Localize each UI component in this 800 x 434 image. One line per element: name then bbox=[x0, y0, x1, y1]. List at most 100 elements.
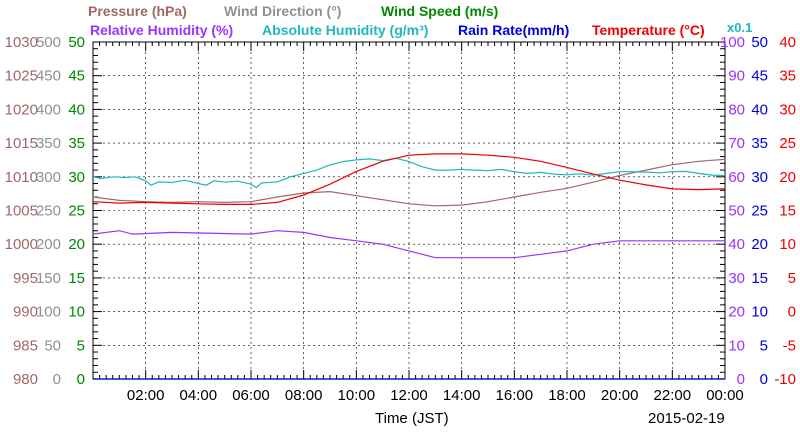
y-tick-label-wind-direction: 350 bbox=[36, 135, 61, 152]
y-tick-label-rain-rate: 50 bbox=[751, 34, 768, 51]
y-tick-label-temperature: -10 bbox=[774, 371, 796, 388]
y-tick-label-wind-direction: 100 bbox=[36, 304, 61, 321]
legend-wind-direction: Wind Direction (°) bbox=[224, 3, 341, 19]
y-tick-label-relative-humidity: 20 bbox=[728, 304, 745, 321]
x-tick-label: 14:00 bbox=[443, 387, 481, 404]
y-tick-label-wind-direction: 450 bbox=[36, 68, 61, 85]
axis-ticks bbox=[92, 41, 726, 380]
y-tick-label-relative-humidity: 80 bbox=[728, 101, 745, 118]
y-tick-label-pressure: 1030 bbox=[5, 34, 38, 51]
date-label: 2015-02-19 bbox=[648, 410, 725, 427]
y-tick-label-wind-speed: 50 bbox=[68, 34, 85, 51]
legend-wind-speed: Wind Speed (m/s) bbox=[381, 3, 498, 19]
y-tick-label-wind-direction: 200 bbox=[36, 236, 61, 253]
x-tick-label: 22:00 bbox=[654, 387, 692, 404]
y-tick-label-temperature: 40 bbox=[779, 34, 796, 51]
legend-relative-humidity-label: Relative Humidity (%) bbox=[90, 22, 234, 38]
y-tick-label-wind-direction: 50 bbox=[44, 337, 61, 354]
x-tick-label: 18:00 bbox=[548, 387, 586, 404]
series-line-1 bbox=[92, 157, 726, 189]
legend-temperature: Temperature (°C) bbox=[592, 22, 705, 38]
x-tick-label: 02:00 bbox=[127, 387, 165, 404]
y-tick-label-relative-humidity: 70 bbox=[728, 135, 745, 152]
y-tick-label-relative-humidity: 50 bbox=[728, 203, 745, 220]
legend-temperature-label: Temperature (°C) bbox=[592, 22, 705, 38]
series-lines bbox=[92, 153, 726, 380]
x-tick-label: 10:00 bbox=[338, 387, 376, 404]
legend-multiplier: x0.1 bbox=[727, 20, 752, 35]
y-tick-label-rain-rate: 40 bbox=[751, 101, 768, 118]
legend-multiplier-label: x0.1 bbox=[727, 20, 753, 35]
y-tick-label-wind-speed: 10 bbox=[68, 304, 85, 321]
y-tick-label-temperature: 5 bbox=[788, 270, 796, 287]
y-tick-label-temperature: 35 bbox=[779, 68, 796, 85]
y-tick-label-wind-direction: 300 bbox=[36, 169, 61, 186]
y-tick-label-temperature: -5 bbox=[783, 337, 796, 354]
y-tick-label-wind-speed: 45 bbox=[68, 68, 85, 85]
x-tick-label: 06:00 bbox=[232, 387, 270, 404]
legend-absolute-humidity-label: Absolute Humidity (g/m³) bbox=[262, 22, 429, 38]
y-tick-label-rain-rate: 15 bbox=[751, 270, 768, 287]
x-tick-label: 00:00 bbox=[706, 387, 744, 404]
y-tick-label-wind-direction: 250 bbox=[36, 203, 61, 220]
y-tick-label-wind-speed: 15 bbox=[68, 270, 85, 287]
x-axis-title: Time (JST) bbox=[375, 410, 449, 427]
y-tick-label-rain-rate: 45 bbox=[751, 68, 768, 85]
y-tick-label-relative-humidity: 30 bbox=[728, 270, 745, 287]
legend-wind-speed-label: Wind Speed (m/s) bbox=[381, 3, 499, 19]
gridlines bbox=[93, 42, 725, 379]
y-tick-label-pressure: 995 bbox=[13, 270, 38, 287]
y-tick-label-wind-speed: 25 bbox=[68, 203, 85, 220]
series-line-2 bbox=[92, 153, 726, 205]
y-tick-label-rain-rate: 20 bbox=[751, 236, 768, 253]
y-tick-label-relative-humidity: 0 bbox=[737, 371, 745, 388]
y-tick-label-rain-rate: 5 bbox=[760, 337, 768, 354]
y-tick-label-temperature: 15 bbox=[779, 203, 796, 220]
y-tick-label-rain-rate: 0 bbox=[760, 371, 768, 388]
x-tick-label: 08:00 bbox=[285, 387, 323, 404]
y-tick-label-rain-rate: 30 bbox=[751, 169, 768, 186]
y-axes-left: 1030102510201015101010051000995990985980… bbox=[5, 34, 85, 388]
y-tick-label-wind-speed: 30 bbox=[68, 169, 85, 186]
x-tick-label: 12:00 bbox=[390, 387, 428, 404]
y-tick-label-temperature: 0 bbox=[788, 304, 796, 321]
y-tick-label-pressure: 1010 bbox=[5, 169, 38, 186]
y-tick-label-relative-humidity: 100 bbox=[720, 34, 745, 51]
x-tick-label: 16:00 bbox=[496, 387, 534, 404]
legend-rain-rate-label: Rain Rate(mm/h) bbox=[458, 22, 570, 38]
y-tick-label-pressure: 1020 bbox=[5, 101, 38, 118]
y-tick-label-wind-speed: 0 bbox=[77, 371, 85, 388]
y-tick-label-pressure: 1005 bbox=[5, 203, 38, 220]
y-tick-label-temperature: 10 bbox=[779, 236, 796, 253]
x-tick-label: 04:00 bbox=[180, 387, 218, 404]
y-tick-label-pressure: 990 bbox=[13, 304, 38, 321]
y-tick-label-wind-speed: 35 bbox=[68, 135, 85, 152]
series-line-0 bbox=[92, 158, 726, 207]
legend-wind-direction-label: Wind Direction (°) bbox=[224, 3, 342, 19]
y-tick-label-rain-rate: 35 bbox=[751, 135, 768, 152]
legend-relative-humidity: Relative Humidity (%) bbox=[90, 22, 233, 38]
y-tick-label-temperature: 30 bbox=[779, 101, 796, 118]
y-tick-label-wind-speed: 5 bbox=[77, 337, 85, 354]
x-axis: 02:00 04:00 06:00 08:00 10:00 12:00 14:00 16:00… bbox=[127, 387, 744, 404]
y-tick-label-relative-humidity: 90 bbox=[728, 68, 745, 85]
y-tick-label-temperature: 25 bbox=[779, 135, 796, 152]
y-axes-right: 1009080706050403020100504540353025201510… bbox=[720, 34, 796, 388]
y-tick-label-wind-direction: 0 bbox=[53, 371, 61, 388]
legend-pressure-label: Pressure (hPa) bbox=[88, 3, 187, 19]
legend-pressure: Pressure (hPa) bbox=[88, 3, 187, 19]
y-tick-label-relative-humidity: 60 bbox=[728, 169, 745, 186]
y-tick-label-rain-rate: 25 bbox=[751, 203, 768, 220]
legend-rain-rate: Rain Rate(mm/h) bbox=[458, 22, 569, 38]
y-tick-label-pressure: 1025 bbox=[5, 68, 38, 85]
y-tick-label-pressure: 985 bbox=[13, 337, 38, 354]
y-tick-label-wind-speed: 20 bbox=[68, 236, 85, 253]
y-tick-label-relative-humidity: 10 bbox=[728, 337, 745, 354]
y-tick-label-pressure: 1015 bbox=[5, 135, 38, 152]
y-tick-label-wind-speed: 40 bbox=[68, 101, 85, 118]
y-tick-label-wind-direction: 500 bbox=[36, 34, 61, 51]
y-tick-label-relative-humidity: 40 bbox=[728, 236, 745, 253]
y-tick-label-pressure: 980 bbox=[13, 371, 38, 388]
y-tick-label-rain-rate: 10 bbox=[751, 304, 768, 321]
